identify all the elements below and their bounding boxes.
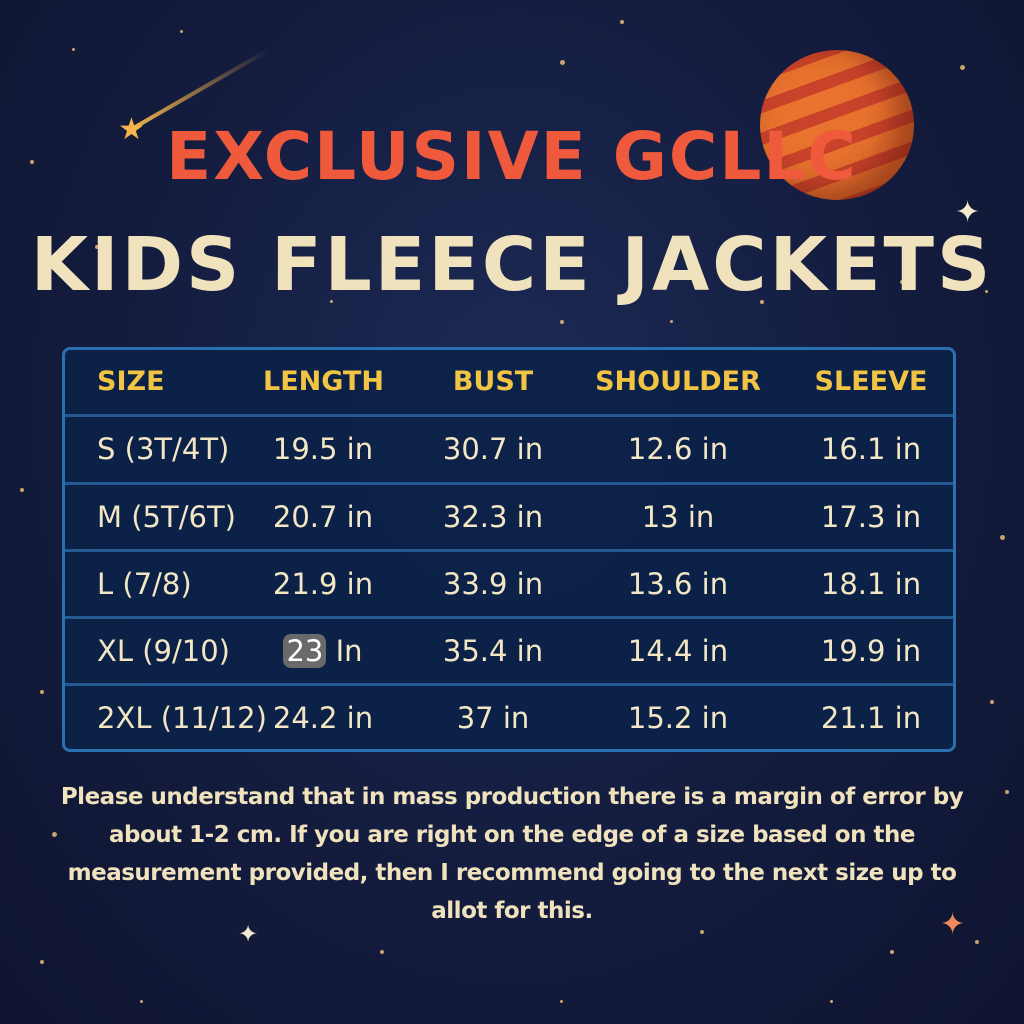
cell-bust: 32.3 in xyxy=(442,500,544,534)
cell-length: 23 In xyxy=(263,619,383,683)
cell-shoulder: 13.6 in xyxy=(627,567,729,601)
star-dot xyxy=(52,832,57,837)
shooting-star-icon: ★ xyxy=(118,112,145,147)
star-dot xyxy=(960,65,965,70)
cell-length: 21.9 in xyxy=(272,567,374,601)
star-dot xyxy=(180,30,183,33)
cell-bust: 33.9 in xyxy=(442,567,544,601)
header-shoulder: SHOULDER xyxy=(595,366,761,397)
header-bust: BUST xyxy=(452,366,534,397)
cell-bust: 37 in xyxy=(456,701,530,735)
table-row: 2XL (11/12) 24.2 in 37 in 15.2 in 21.1 i… xyxy=(65,683,953,750)
table-row: M (5T/6T) 20.7 in 32.3 in 13 in 17.3 in xyxy=(65,482,953,549)
header-length: LENGTH xyxy=(263,366,384,397)
cell-shoulder: 13 in xyxy=(641,500,715,534)
planet-icon xyxy=(760,50,914,200)
star-dot xyxy=(1005,790,1009,794)
table-header-row: SIZE LENGTH BUST SHOULDER SLEEVE xyxy=(65,350,953,417)
star-dot xyxy=(830,1000,833,1003)
star-dot xyxy=(72,48,75,51)
star-dot xyxy=(760,300,764,304)
table-row: L (7/8) 21.9 in 33.9 in 13.6 in 18.1 in xyxy=(65,549,953,616)
size-chart-table: SIZE LENGTH BUST SHOULDER SLEEVE S (3T/4… xyxy=(62,347,956,752)
cell-sleeve: 19.9 in xyxy=(820,634,922,668)
cell-size: XL (9/10) xyxy=(97,634,230,668)
header-size: SIZE xyxy=(97,366,165,397)
cell-sleeve: 17.3 in xyxy=(820,500,922,534)
sparkle-icon: ✦ xyxy=(940,907,966,942)
star-dot xyxy=(670,320,673,323)
star-dot xyxy=(985,290,988,293)
star-dot xyxy=(30,160,34,164)
cell-shoulder: 12.6 in xyxy=(627,432,729,466)
sparkle-icon: ✦ xyxy=(955,195,981,230)
sparkle-icon: ✦ xyxy=(238,920,259,948)
star-dot xyxy=(990,700,994,704)
star-dot xyxy=(560,60,565,65)
title-product: KIDS FLEECE JACKETS xyxy=(30,222,994,308)
star-dot xyxy=(40,960,44,964)
cell-size: 2XL (11/12) xyxy=(97,701,267,735)
star-dot xyxy=(700,930,704,934)
unit: In xyxy=(335,634,363,668)
title-brand: EXCLUSIVE GCLLC xyxy=(166,118,858,195)
cell-length: 19.5 in xyxy=(272,432,374,466)
cell-length: 24.2 in xyxy=(272,701,374,735)
star-dot xyxy=(620,20,624,24)
star-dot xyxy=(330,300,333,303)
star-dot xyxy=(890,950,894,954)
highlighted-number: 23 xyxy=(283,634,327,668)
star-dot xyxy=(40,690,44,694)
cell-length: 20.7 in xyxy=(272,500,374,534)
cell-bust: 30.7 in xyxy=(442,432,544,466)
star-dot xyxy=(975,940,979,944)
star-dot xyxy=(95,245,99,249)
star-dot xyxy=(380,950,384,954)
cell-sleeve: 18.1 in xyxy=(820,567,922,601)
table-row: S (3T/4T) 19.5 in 30.7 in 12.6 in 16.1 i… xyxy=(65,414,953,481)
star-dot xyxy=(560,320,564,324)
cell-sleeve: 21.1 in xyxy=(820,701,922,735)
disclaimer-note: Please understand that in mass productio… xyxy=(60,784,964,924)
cell-size: L (7/8) xyxy=(97,567,192,601)
star-dot xyxy=(20,488,24,492)
header-sleeve: SLEEVE xyxy=(814,366,928,397)
table-row: XL (9/10) 23 In 35.4 in 14.4 in 19.9 in xyxy=(65,616,953,683)
cell-shoulder: 15.2 in xyxy=(627,701,729,735)
cell-sleeve: 16.1 in xyxy=(820,432,922,466)
cell-size: S (3T/4T) xyxy=(97,432,230,466)
cell-shoulder: 14.4 in xyxy=(627,634,729,668)
star-dot xyxy=(560,1000,563,1003)
cell-bust: 35.4 in xyxy=(442,634,544,668)
star-dot xyxy=(140,1000,143,1003)
star-dot xyxy=(1000,535,1005,540)
star-dot xyxy=(900,280,904,284)
cell-size: M (5T/6T) xyxy=(97,500,236,534)
